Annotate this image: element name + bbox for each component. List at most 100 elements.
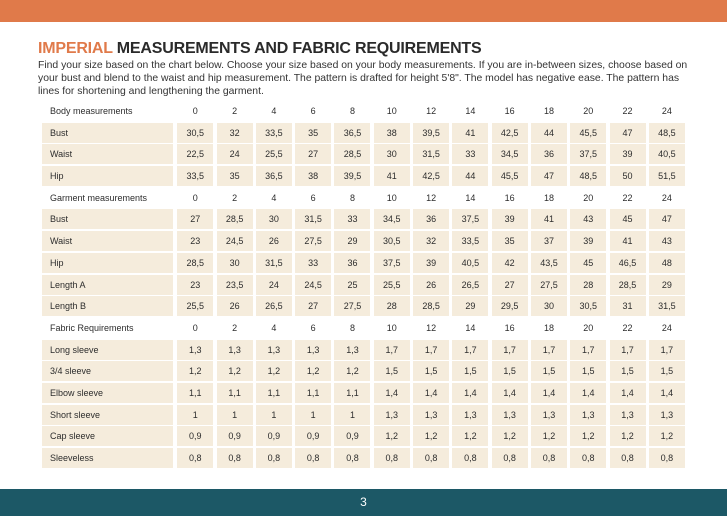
size-header: 2 [232,322,238,333]
size-header: 12 [426,322,437,333]
table-cell: 26 [255,231,292,252]
row-label: Waist [42,231,173,252]
table-cell: 1,3 [373,404,410,425]
table-cell: 1,5 [452,361,489,382]
table-cell: 1,7 [452,339,489,360]
table-cell: 48,5 [570,166,607,187]
table-cell: 1,5 [609,361,646,382]
table-cell: 0,8 [413,448,450,468]
table-cell: 28,5 [334,144,371,165]
table-cell: 32 [413,231,450,252]
row-label: Hip [42,252,173,273]
size-header: 16 [504,192,515,203]
table-cell: 28 [373,296,410,317]
table-cell: 42,5 [491,122,528,143]
table-cell: 39 [413,252,450,273]
table-cell: 1,4 [530,382,567,403]
table-cell: 1,1 [216,382,253,403]
table-cell: 1,4 [373,382,410,403]
table-cell: 39 [570,231,607,252]
page-title: IMPERIAL MEASUREMENTS AND FABRIC REQUIRE… [38,40,482,58]
table-cell: 36 [413,209,450,230]
table-cell: 37,5 [373,252,410,273]
table-cell: 45 [609,209,646,230]
table-cell: 1,2 [491,426,528,447]
table-cell: 1,4 [648,382,685,403]
row-label: Long sleeve [42,339,173,360]
table-cell: 25,5 [373,274,410,295]
table-cell: 0,8 [295,448,332,468]
size-header: 12 [426,106,437,116]
table-cell: 1,3 [530,404,567,425]
table-cell: 41 [373,166,410,187]
table-cell: 1,4 [570,382,607,403]
table-cell: 1,4 [413,382,450,403]
table-cell: 0,9 [295,426,332,447]
table-cell: 28,5 [177,252,214,273]
table-cell: 35 [491,231,528,252]
row-label: Elbow sleeve [42,382,173,403]
table-cell: 1,5 [373,361,410,382]
table-cell: 41 [609,231,646,252]
table-cell: 41 [530,209,567,230]
table-cell: 30 [373,144,410,165]
size-header: 20 [583,106,594,116]
table-cell: 33,5 [452,231,489,252]
table-cell: 1,2 [530,426,567,447]
table-cell: 1,2 [177,361,214,382]
table-cell: 1,7 [609,339,646,360]
row-label: Bust [42,209,173,230]
table-cell: 36,5 [255,166,292,187]
size-header: 10 [386,106,397,116]
table-cell: 1,3 [609,404,646,425]
table-cell: 1,2 [570,426,607,447]
table-cell: 28,5 [216,209,253,230]
row-label: Length A [42,274,173,295]
table-cell: 0,8 [177,448,214,468]
table-cell: 1,4 [491,382,528,403]
size-header: 20 [583,192,594,203]
table-cell: 1,1 [295,382,332,403]
size-header: 4 [271,322,277,333]
table-cell: 0,8 [648,448,685,468]
table-cell: 36 [530,144,567,165]
size-header: 20 [583,322,594,333]
table-cell: 35 [216,166,253,187]
table-cell: 47 [648,209,685,230]
table-cell: 1,2 [609,426,646,447]
table-cell: 24,5 [295,274,332,295]
table-cell: 27 [295,144,332,165]
table-cell: 38 [295,166,332,187]
table-cell: 36 [334,252,371,273]
title-accent: IMPERIAL [38,40,113,57]
row-label: Hip [42,166,173,187]
title-rest: MEASUREMENTS AND FABRIC REQUIREMENTS [112,40,482,57]
table-cell: 1,3 [648,404,685,425]
table-cell: 0,9 [177,426,214,447]
size-chart-table: Body measurements 0 2 4 6 8 10 12 14 16 18 20 22 24 Bu… [42,101,685,468]
table-cell: 42 [491,252,528,273]
table-cell: 30,5 [373,231,410,252]
table-cell: 33,5 [255,122,292,143]
table-cell: 27,5 [530,274,567,295]
table-cell: 1,5 [413,361,450,382]
table-cell: 0,8 [334,448,371,468]
size-header: 24 [661,106,672,116]
table-cell: 1,7 [373,339,410,360]
table-cell: 28,5 [609,274,646,295]
table-cell: 1,3 [452,404,489,425]
size-header: 24 [661,322,672,333]
section-header: Garment measurements [50,192,148,203]
row-label: Length B [42,296,173,317]
size-header: 16 [504,106,515,116]
table-cell: 27 [491,274,528,295]
table-cell: 1,2 [255,361,292,382]
table-cell: 1 [334,404,371,425]
table-cell: 23,5 [216,274,253,295]
table-cell: 1,7 [413,339,450,360]
table-cell: 30,5 [177,122,214,143]
table-cell: 29 [334,231,371,252]
size-header: 14 [465,322,476,333]
table-cell: 27,5 [334,296,371,317]
table-cell: 40,5 [452,252,489,273]
